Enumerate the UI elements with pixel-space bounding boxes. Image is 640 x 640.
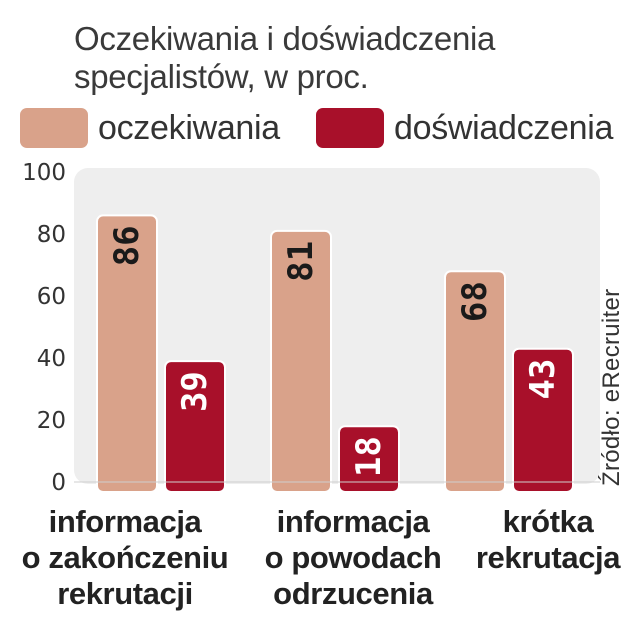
x-category-label: krótka rekrutacja	[458, 504, 638, 576]
bar-oczekiwania	[270, 229, 332, 493]
legend-label-doswiadczenia: doświadczenia	[394, 108, 614, 147]
legend: oczekiwania doświadczenia	[0, 108, 640, 152]
x-category-label-line: informacja	[48, 504, 202, 539]
bar-value-label: 39	[175, 371, 215, 412]
x-category-label-line: rekrutacji	[57, 576, 193, 611]
y-tick-label: 100	[22, 160, 66, 186]
y-tick-label: 40	[37, 346, 66, 372]
legend-item-oczekiwania: oczekiwania	[20, 108, 280, 148]
y-tick-label: 20	[37, 408, 66, 434]
legend-label-oczekiwania: oczekiwania	[98, 108, 280, 147]
bar-doświadczenia	[338, 425, 400, 494]
x-category-label: informacja o zakończeniu rekrutacji	[0, 504, 250, 612]
x-category-label-line: odrzucenia	[273, 576, 433, 611]
y-tick-label: 80	[37, 222, 66, 248]
x-category-label-line: krótka	[502, 504, 594, 539]
bar-doświadczenia	[512, 347, 574, 494]
y-tick-label: 60	[37, 284, 66, 310]
bar-oczekiwania	[444, 270, 506, 494]
bar-doświadczenia	[164, 360, 226, 493]
bar-value-label: 68	[455, 281, 495, 322]
legend-swatch-doswiadczenia	[316, 108, 384, 148]
x-category-label-line: rekrutacja	[475, 540, 621, 575]
x-category-label-line: o powodach	[264, 540, 442, 575]
chart-title-text: Oczekiwania i doświadczenia specjalistów…	[74, 20, 496, 95]
legend-swatch-oczekiwania	[20, 108, 88, 148]
chart-title: Oczekiwania i doświadczenia specjalistów…	[74, 20, 640, 96]
bar-value-label: 81	[281, 241, 321, 282]
y-tick-label: 0	[51, 470, 66, 496]
x-category-label-line: o zakończeniu	[21, 540, 229, 575]
legend-item-doswiadczenia: doświadczenia	[316, 108, 613, 148]
bar-value-label: 43	[523, 359, 563, 400]
x-category-label: informacja o powodach odrzucenia	[243, 504, 463, 612]
bar-oczekiwania	[96, 214, 158, 493]
bar-value-label: 86	[107, 225, 147, 266]
source-note: Źródło: eRecruiter	[598, 288, 625, 486]
bar-value-label: 18	[349, 436, 389, 477]
x-category-label-line: informacja	[276, 504, 430, 539]
